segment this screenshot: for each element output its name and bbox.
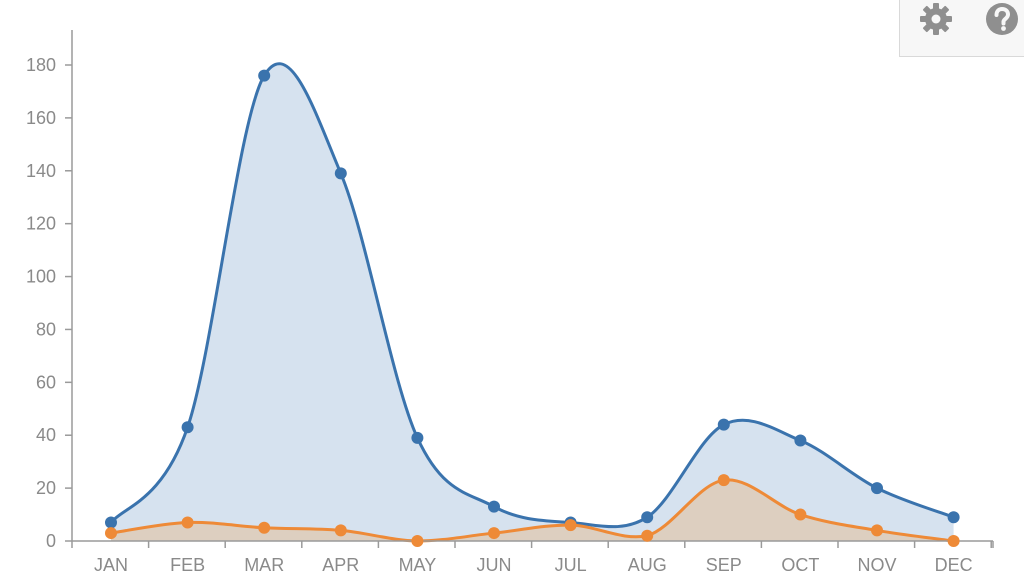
series-areas (111, 63, 954, 542)
y-tick-label-140: 140 (26, 161, 56, 181)
chart-toolbar (899, 0, 1024, 57)
series-1-point-aug (641, 511, 654, 524)
series-1-point-mar (258, 69, 271, 82)
series-1-point-jan (105, 516, 117, 529)
y-tick-label-180: 180 (26, 55, 56, 75)
series-1-point-may (411, 431, 424, 444)
y-tick-label-40: 40 (36, 425, 56, 445)
y-axis-ticks: 0 20 40 60 80 100 120 140 160 180 (26, 55, 72, 551)
x-tick-label-jul: JUL (555, 555, 587, 575)
x-tick-label-jan: JAN (94, 555, 128, 575)
x-tick-label-aug: AUG (628, 555, 667, 575)
y-tick-label-160: 160 (26, 108, 56, 128)
x-tick-label-dec: DEC (935, 555, 973, 575)
y-tick-label-80: 80 (36, 319, 56, 339)
gear-icon (920, 3, 952, 35)
y-tick-label-120: 120 (26, 214, 56, 234)
help-button[interactable] (980, 0, 1024, 39)
series-2-point-aug (641, 529, 654, 542)
series-2-point-may (411, 535, 424, 547)
x-tick-label-feb: FEB (170, 555, 205, 575)
y-tick-label-100: 100 (26, 267, 56, 287)
series-1-point-sep (717, 418, 730, 431)
x-tick-label-apr: APR (322, 555, 359, 575)
series-2-area (111, 479, 954, 541)
series-1-point-apr (334, 167, 347, 180)
series-2-point-jan (105, 527, 117, 540)
x-tick-label-sep: SEP (706, 555, 742, 575)
settings-button[interactable] (914, 0, 958, 39)
y-tick-label-60: 60 (36, 372, 56, 392)
series-1-area (111, 63, 954, 542)
x-tick-label-oct: OCT (781, 555, 819, 575)
series-1-point-jun (488, 500, 500, 513)
series-1-point-feb (181, 421, 194, 434)
series-1-point-oct (794, 434, 807, 447)
series-1-point-nov (871, 482, 883, 495)
x-tick-label-nov: NOV (857, 555, 896, 575)
x-axis-ticks: JAN FEB MAR APR MAY JUN JUL AUG SEP OCT NOV DEC (71, 541, 994, 575)
series-1-line (109, 62, 955, 529)
series-2-point-dec (947, 535, 960, 547)
series-2-point-oct (794, 508, 807, 521)
x-tick-label-may: MAY (399, 555, 437, 575)
series-2-point-nov (871, 524, 883, 537)
series-1-point-dec (947, 511, 960, 524)
series-2-point-jul (564, 519, 577, 532)
x-tick-label-jun: JUN (477, 555, 512, 575)
help-icon (986, 3, 1018, 35)
series-points (105, 69, 960, 547)
y-tick-label-20: 20 (36, 478, 56, 498)
x-tick-label-mar: MAR (244, 555, 284, 575)
y-tick-label-0: 0 (46, 531, 56, 551)
series-2-point-mar (258, 521, 271, 534)
series-2-point-sep (717, 474, 730, 487)
series-2-point-jun (488, 527, 500, 540)
series-2-point-apr (334, 524, 347, 537)
series-2-point-feb (181, 516, 194, 529)
